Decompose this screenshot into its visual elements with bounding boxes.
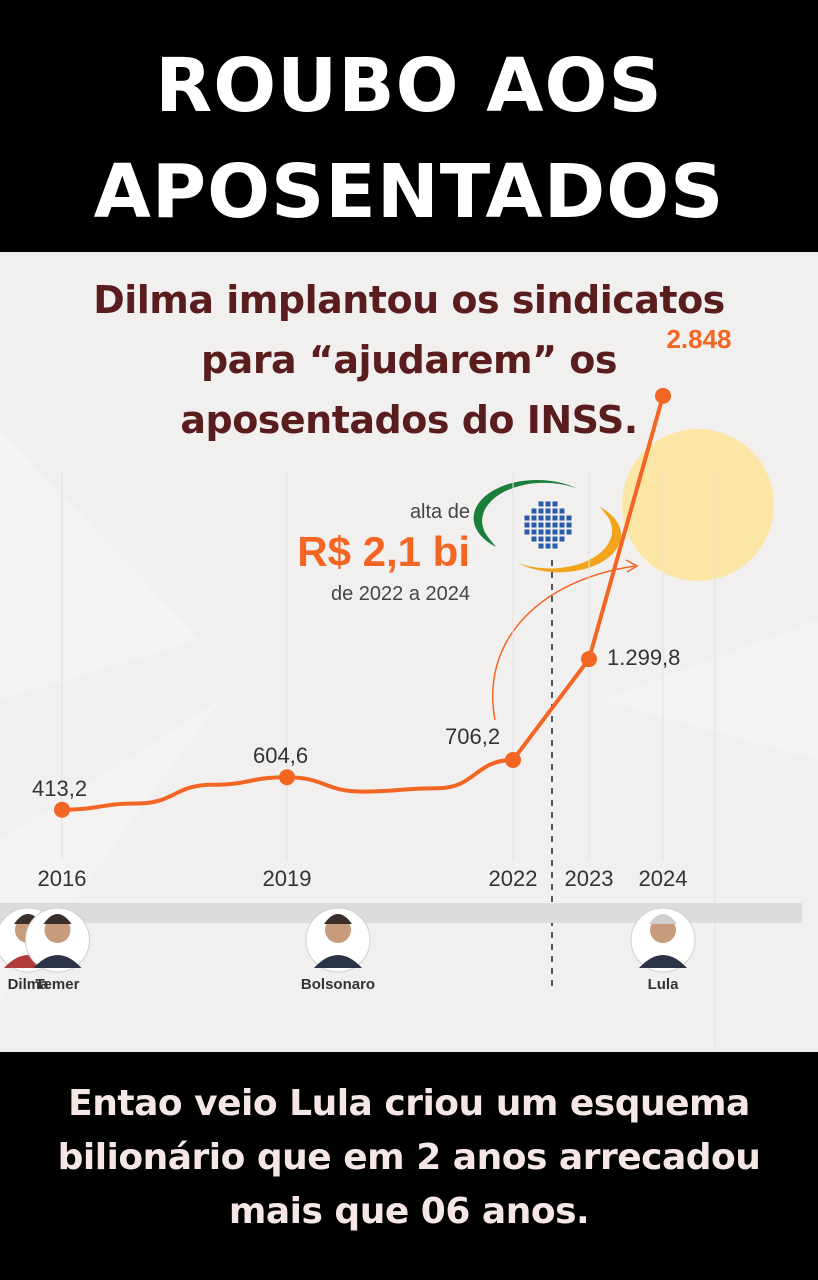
logo-dot bbox=[566, 529, 572, 535]
callout-prefix: alta de bbox=[410, 501, 470, 523]
logo-dot bbox=[545, 508, 551, 514]
subtitle-line-1: Dilma implantou os sindicatos bbox=[93, 278, 725, 322]
data-point bbox=[581, 651, 597, 668]
logo-dot bbox=[559, 515, 565, 521]
logo-dot bbox=[524, 529, 530, 535]
data-point bbox=[279, 769, 295, 786]
president-name: Dilma bbox=[8, 976, 50, 993]
inss-logo-icon bbox=[473, 479, 622, 573]
logo-dot bbox=[545, 515, 551, 521]
logo-dot bbox=[559, 536, 565, 542]
logo-dot bbox=[545, 522, 551, 528]
grid bbox=[61, 470, 716, 1045]
callout-amount: R$ 2,1 bi bbox=[297, 528, 470, 575]
logo-dot bbox=[552, 522, 558, 528]
logo-dot bbox=[545, 543, 551, 549]
chart-panel: Dilma implantou os sindicatos para “ajud… bbox=[0, 252, 818, 1052]
logo-dot bbox=[538, 529, 544, 535]
president-name: Temer bbox=[36, 976, 80, 993]
logo-dot bbox=[566, 515, 572, 521]
callout-arrow bbox=[492, 565, 636, 721]
footer-line-2: bilionário que em 2 anos arrecadou bbox=[57, 1137, 761, 1178]
logo-dot bbox=[559, 522, 565, 528]
logo-dot bbox=[531, 515, 537, 521]
x-tick-label: 2023 bbox=[565, 866, 614, 891]
president-name: Bolsonaro bbox=[301, 976, 375, 993]
logo-dot bbox=[552, 536, 558, 542]
data-label: 706,2 bbox=[445, 724, 500, 749]
logo-dot bbox=[531, 536, 537, 542]
callout-period: de 2022 a 2024 bbox=[331, 583, 470, 605]
line-chart: alta de R$ 2,1 bi de 2022 a 2024 413,2 60… bbox=[0, 324, 818, 1045]
data-label: 604,6 bbox=[253, 743, 308, 768]
x-tick-label: 2019 bbox=[263, 866, 312, 891]
logo-dot bbox=[552, 543, 558, 549]
data-label: 2.848 bbox=[666, 324, 731, 354]
logo-dot bbox=[538, 536, 544, 542]
callout-arrowhead bbox=[625, 559, 639, 573]
subtitle-line-2: para “ajudarem” os bbox=[200, 338, 618, 382]
logo-dot bbox=[552, 501, 558, 507]
footer-line-1: Entao veio Lula criou um esquema bbox=[68, 1083, 750, 1124]
logo-dot bbox=[524, 515, 530, 521]
data-point bbox=[505, 751, 521, 768]
headline-line-2: APOSENTADOS bbox=[93, 149, 725, 235]
logo-dot bbox=[538, 522, 544, 528]
logo-dot bbox=[538, 543, 544, 549]
logo-dot bbox=[552, 529, 558, 535]
logo-dot bbox=[566, 522, 572, 528]
headline-line-1: ROUBO AOS bbox=[155, 43, 663, 129]
data-point bbox=[54, 801, 70, 818]
footer-line-3: mais que 06 anos. bbox=[228, 1191, 590, 1232]
logo-dot bbox=[545, 501, 551, 507]
data-label: 413,2 bbox=[32, 776, 87, 801]
logo-dot bbox=[559, 529, 565, 535]
data-label: 1.299,8 bbox=[607, 645, 680, 670]
president-avatar bbox=[630, 907, 696, 973]
timeline-bar bbox=[0, 903, 802, 923]
president-avatar bbox=[305, 907, 371, 973]
logo-dot bbox=[552, 508, 558, 514]
logo-dot bbox=[524, 522, 530, 528]
logo-dot bbox=[552, 515, 558, 521]
logo-dot bbox=[538, 508, 544, 514]
logo-dot bbox=[545, 536, 551, 542]
president-name: Lula bbox=[648, 976, 679, 993]
bottom-banner: Entao veio Lula criou um esquema bilioná… bbox=[0, 1052, 818, 1280]
president-avatar bbox=[25, 907, 90, 973]
subtitle-line-3: aposentados do INSS. bbox=[180, 398, 638, 442]
data-point bbox=[655, 387, 671, 404]
logo-dot bbox=[559, 508, 565, 514]
x-tick-label: 2016 bbox=[38, 866, 87, 891]
x-tick-label: 2024 bbox=[639, 866, 688, 891]
highlight-circle bbox=[622, 429, 774, 581]
logo-dot bbox=[538, 501, 544, 507]
logo-dot bbox=[538, 515, 544, 521]
top-banner: ROUBO AOS APOSENTADOS bbox=[0, 0, 818, 252]
logo-dot bbox=[531, 508, 537, 514]
logo-dot bbox=[545, 529, 551, 535]
logo-dot bbox=[531, 522, 537, 528]
x-tick-label: 2022 bbox=[489, 866, 538, 891]
logo-dot bbox=[531, 529, 537, 535]
